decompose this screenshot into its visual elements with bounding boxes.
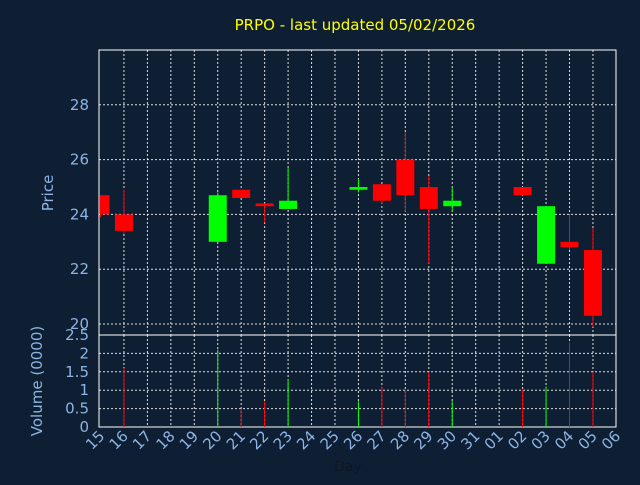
candle-body — [349, 187, 368, 190]
chart-title: PRPO - last updated 05/02/2026 — [235, 16, 476, 34]
price-panel-frame — [98, 49, 617, 336]
x-tick-label: 24 — [293, 427, 319, 453]
volume-tick-label: 0 — [79, 418, 89, 436]
x-tick-label: 26 — [340, 427, 366, 453]
x-tick-label: 30 — [434, 427, 460, 453]
price-tick-label: 20 — [70, 315, 89, 333]
candle-body — [232, 189, 251, 198]
x-tick-label: 19 — [176, 427, 202, 453]
candle-body — [583, 250, 602, 316]
x-axis-label: Day — [334, 459, 362, 475]
x-tick-label: 29 — [410, 427, 436, 453]
x-tick-label: 20 — [199, 427, 225, 453]
x-tick-label: 25 — [317, 427, 343, 453]
candle-body — [208, 195, 227, 242]
x-tick-label: 16 — [106, 427, 132, 453]
candle-body — [114, 214, 133, 231]
volume-axis-label: Volume (0000) — [28, 326, 46, 436]
x-tick-label: 22 — [246, 427, 272, 453]
volume-tick-label: 1.5 — [65, 363, 89, 381]
marks-layer — [100, 132, 602, 427]
candle-body — [419, 187, 438, 209]
price-tick-label: 24 — [70, 205, 89, 223]
x-tick-label: 18 — [152, 427, 178, 453]
x-tick-label: 02 — [504, 427, 530, 453]
x-tick-label: 17 — [129, 427, 155, 453]
volume-tick-label: 2.5 — [65, 326, 89, 344]
volume-tick-label: 2 — [79, 344, 89, 362]
x-tick-label: 01 — [481, 427, 507, 453]
candle-body — [279, 200, 298, 209]
price-tick-label: 26 — [70, 151, 89, 169]
candle-body — [396, 159, 415, 196]
candle-body — [513, 187, 532, 196]
x-tick-label: 05 — [575, 427, 601, 453]
volume-panel-frame — [98, 334, 617, 428]
price-axis-label: Price — [39, 175, 57, 212]
x-tick-label: 23 — [270, 427, 296, 453]
price-tick-label: 28 — [70, 96, 89, 114]
candle-body — [443, 200, 462, 207]
x-tick-label: 03 — [528, 427, 554, 453]
x-tick-label: 31 — [457, 427, 483, 453]
volume-tick-label: 0.5 — [65, 400, 89, 418]
x-tick-label: 28 — [387, 427, 413, 453]
candle-body — [100, 195, 110, 215]
candle-body — [372, 184, 391, 201]
x-tick-label: 27 — [363, 427, 389, 453]
candle-body — [537, 206, 556, 264]
x-tick-label: 04 — [551, 427, 577, 453]
price-tick-label: 22 — [70, 260, 89, 278]
candle-body — [255, 203, 274, 207]
candle-body — [560, 241, 579, 248]
x-tick-label: 06 — [598, 427, 624, 453]
volume-tick-label: 1 — [79, 381, 89, 399]
x-tick-label: 21 — [223, 427, 249, 453]
